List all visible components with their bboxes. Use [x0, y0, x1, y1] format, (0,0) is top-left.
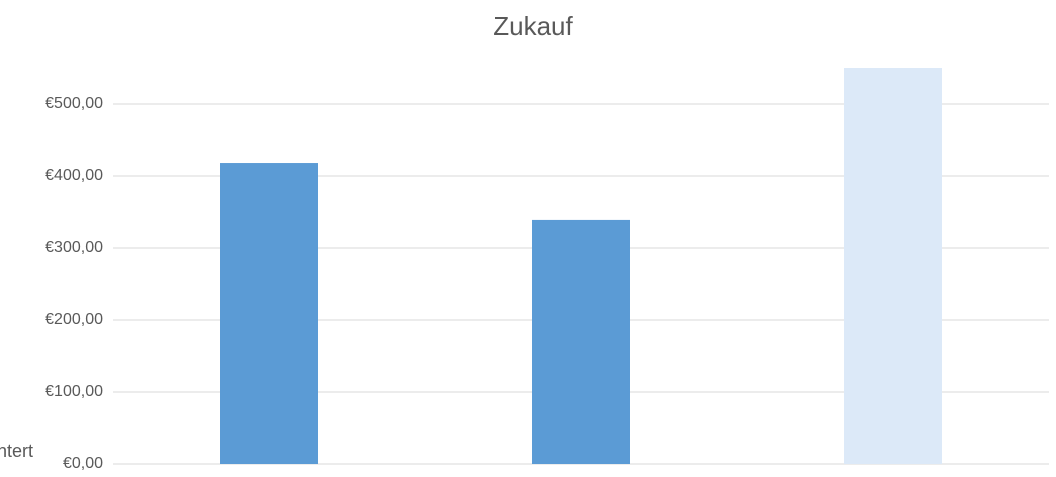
y-tick-label: €500,00 — [45, 95, 103, 112]
y-tick-label: €200,00 — [45, 311, 103, 328]
chart-title: Zukauf — [493, 11, 573, 41]
y-tick-label: €400,00 — [45, 167, 103, 184]
bar — [532, 219, 630, 464]
bar — [844, 68, 942, 464]
y-tick-label: €300,00 — [45, 239, 103, 256]
y-tick-label: €0,00 — [63, 455, 103, 472]
annotation: ntert — [0, 441, 33, 461]
bar — [220, 163, 318, 465]
y-tick-label: €100,00 — [45, 383, 103, 400]
